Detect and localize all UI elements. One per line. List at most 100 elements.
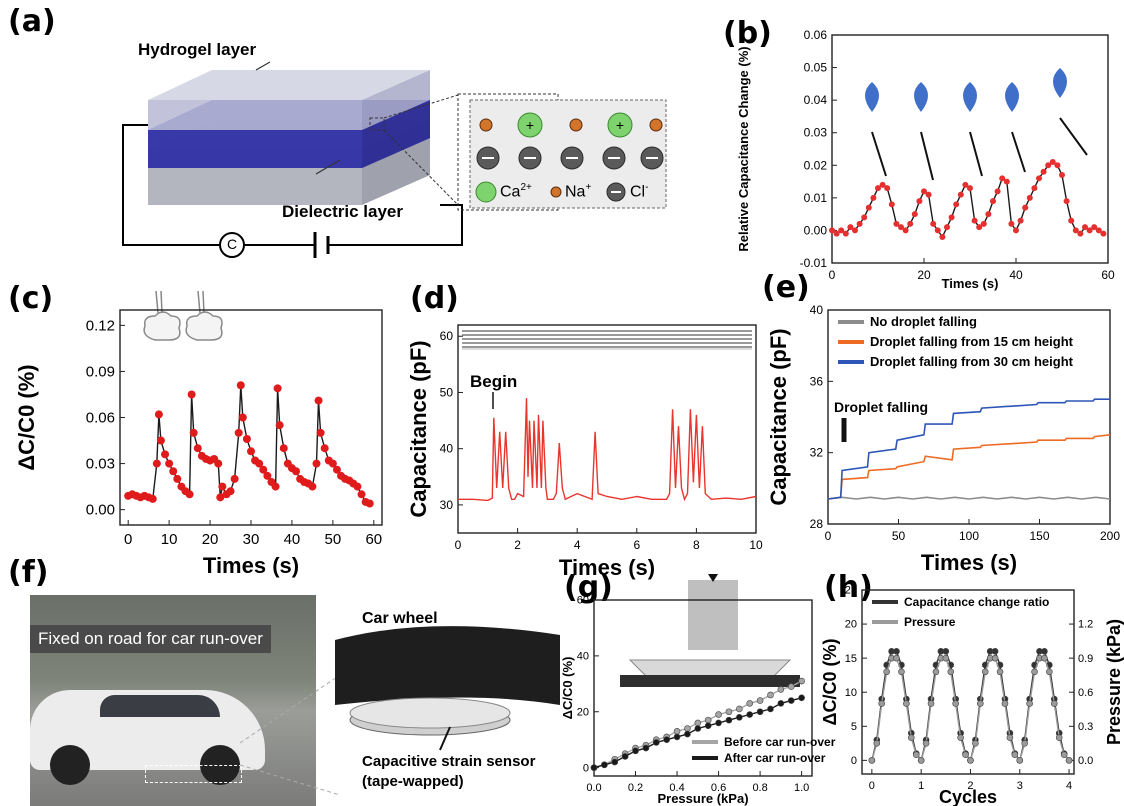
data-point	[985, 211, 992, 218]
panel-d: (d) 0 2 4 6 8 10 30 40 50 60 Times (s) Capacitance …	[400, 275, 770, 590]
svg-text:+: +	[526, 117, 534, 133]
y-axis-label: ΔC/C0 (%)	[14, 364, 39, 470]
data-point	[1059, 172, 1065, 179]
data-point	[1011, 751, 1019, 758]
data-point	[870, 194, 877, 201]
data-point	[1063, 198, 1070, 205]
y-tick-label: 28	[810, 517, 824, 531]
data-point	[746, 711, 754, 718]
x-tick-label: 1.0	[794, 782, 809, 794]
data-point	[981, 668, 989, 676]
data-point	[934, 227, 941, 234]
x-tick-label: 60	[1101, 268, 1115, 282]
y2-tick-label: 0.3	[1078, 721, 1093, 733]
y-tick-label: 0.04	[804, 93, 828, 107]
y-tick-label: 30	[440, 498, 454, 512]
chart-b: 0 20 40 60 -0.01 0.00 0.01 0.02 0.03 0.04 0.05 0.06…	[736, 28, 1115, 291]
plot-frame	[831, 34, 1109, 264]
data-point	[165, 459, 174, 468]
data-point	[787, 683, 795, 690]
data-point	[878, 700, 886, 707]
data-point	[898, 224, 904, 231]
data-point	[242, 435, 251, 443]
data-point	[972, 740, 979, 747]
data-point	[148, 494, 157, 503]
data-point	[967, 185, 973, 192]
data-point	[314, 396, 323, 405]
data-point	[725, 708, 733, 716]
data-point	[971, 217, 978, 224]
plot-frame	[457, 324, 757, 534]
legend-label: After car run-over	[724, 751, 826, 765]
data-point	[590, 764, 598, 771]
plot-frame	[593, 599, 813, 777]
data-point	[357, 490, 366, 499]
x-tick-label: 1	[918, 780, 924, 792]
data-point	[879, 181, 886, 188]
y-tick-label: -0.01	[800, 256, 828, 270]
data-point	[218, 482, 227, 491]
data-point	[193, 444, 202, 453]
data-point	[893, 220, 900, 227]
data-point	[1068, 217, 1075, 224]
y-axis-label: ΔC/C0 (%)	[560, 657, 575, 720]
data-point	[999, 175, 1006, 182]
data-point	[939, 233, 946, 240]
data-point	[684, 730, 691, 738]
series-line	[827, 434, 1111, 500]
x-tick-label: 2	[514, 538, 521, 552]
y2-tick-label: 0.9	[1078, 653, 1093, 665]
y-tick-label: 50	[440, 385, 454, 399]
data-point	[767, 691, 774, 699]
data-point	[883, 668, 890, 676]
ion-row-top: + +	[479, 112, 663, 138]
data-point	[1041, 654, 1048, 662]
banner: Fixed on road for car run-over	[30, 625, 271, 653]
meter-symbol	[219, 232, 245, 258]
data-point	[173, 474, 182, 483]
y-tick-label: 0	[851, 755, 857, 767]
panel-label-g: (g)	[564, 570, 613, 605]
chart-d: 0 2 4 6 8 10 30 40 50 60 Times (s) Capacitance (pF)…	[406, 324, 763, 580]
data-point	[1055, 734, 1063, 741]
music-score	[462, 330, 752, 350]
data-point	[1050, 700, 1058, 707]
panel-label-b: (b)	[723, 16, 772, 51]
droplet-icons	[865, 68, 1067, 112]
data-point	[767, 705, 774, 713]
data-point	[632, 747, 639, 755]
data-point	[1031, 668, 1038, 676]
x-tick-label: 100	[959, 529, 979, 543]
label-sensor-line1: Capacitive strain sensor	[362, 753, 536, 770]
data-point	[957, 191, 964, 198]
data-point	[888, 201, 895, 208]
y-tick-label: 0.00	[804, 223, 828, 237]
label-car-wheel: Car wheel	[362, 610, 438, 627]
data-point	[980, 220, 987, 227]
label-dielectric-layer: Dielectric layer	[282, 202, 403, 221]
data-point	[922, 740, 930, 747]
data-point	[756, 697, 764, 704]
annotation-begin: Begin	[470, 372, 517, 391]
y-tick-label: 20	[577, 706, 589, 718]
data-point	[715, 719, 722, 727]
x-tick-label: 6	[633, 538, 640, 552]
data-point	[1060, 751, 1068, 758]
annotation-droplet: Droplet falling	[834, 399, 928, 415]
x-tick-label: 10	[161, 531, 178, 548]
data-point	[279, 444, 288, 453]
data-point	[694, 719, 702, 727]
data-point	[273, 384, 282, 393]
data-point	[275, 421, 284, 430]
panel-label-c: (c)	[8, 281, 54, 316]
data-point	[957, 734, 964, 741]
y-axis-label: Capacitance (pF)	[406, 340, 431, 517]
data-point	[1026, 194, 1033, 201]
data-point	[756, 708, 764, 716]
data-point	[725, 716, 733, 724]
data-point	[736, 705, 743, 713]
y-tick-label: 0.12	[86, 317, 115, 334]
y-tick-label: 40	[577, 651, 589, 663]
data-point	[152, 459, 161, 468]
svg-text:+: +	[616, 117, 624, 133]
